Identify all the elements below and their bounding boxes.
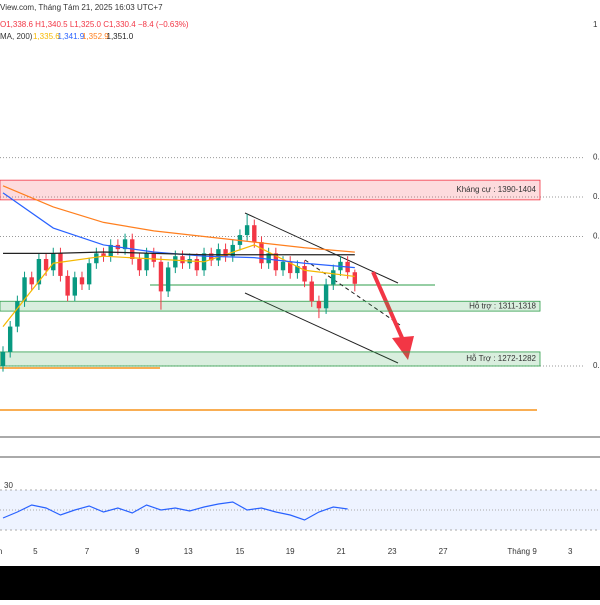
candle-body bbox=[173, 256, 178, 268]
candle-body bbox=[158, 261, 164, 292]
zone bbox=[0, 351, 541, 367]
candle-body bbox=[79, 277, 85, 285]
zone-label: Hỗ trợ : 1311-1318 bbox=[469, 301, 536, 310]
candle-body bbox=[15, 301, 20, 327]
candle-body bbox=[94, 253, 99, 264]
candle-body bbox=[252, 225, 257, 243]
zone-label: Hỗ Trợ : 1272-1282 bbox=[466, 354, 536, 363]
candle-body bbox=[108, 244, 113, 257]
candle-body bbox=[273, 253, 279, 271]
candle-body bbox=[7, 326, 13, 352]
candle-body bbox=[122, 239, 128, 250]
zone bbox=[0, 300, 541, 312]
candle-body bbox=[259, 242, 264, 264]
candle-body bbox=[29, 277, 34, 285]
x-tick-label: 9 bbox=[135, 547, 140, 556]
candle-body bbox=[288, 261, 293, 274]
ma-line bbox=[2, 185, 355, 253]
candle-body bbox=[302, 266, 307, 282]
ma-legend: MA, 200) bbox=[0, 32, 33, 41]
candle-body bbox=[331, 270, 336, 285]
arrow bbox=[371, 271, 405, 341]
candle-body bbox=[0, 351, 6, 367]
channel-line bbox=[244, 292, 399, 364]
candle-body bbox=[43, 259, 49, 271]
zone bbox=[0, 179, 541, 201]
corner-label: 1 bbox=[593, 20, 598, 29]
candle-body bbox=[244, 225, 250, 236]
x-tick-label: 3 bbox=[568, 547, 573, 556]
candle-body bbox=[194, 259, 200, 271]
candle-body bbox=[323, 284, 329, 309]
x-tick-label: 5 bbox=[33, 547, 38, 556]
x-tick-label: 15 bbox=[235, 547, 244, 556]
candle-body bbox=[58, 253, 63, 276]
candle-body bbox=[72, 277, 77, 296]
candle-body bbox=[309, 281, 314, 302]
candle-body bbox=[151, 253, 156, 262]
rsi-line bbox=[2, 501, 348, 521]
candle-body bbox=[266, 253, 271, 264]
zone-label: Kháng cự : 1390-1404 bbox=[456, 185, 536, 194]
ma-legend-value: 1,352.9 bbox=[82, 32, 109, 41]
candle-body bbox=[316, 301, 322, 309]
rsi-label: 30 bbox=[4, 481, 13, 490]
candle-body bbox=[280, 261, 286, 271]
candle-body bbox=[65, 275, 70, 296]
candle-body bbox=[223, 249, 228, 257]
x-tick-label: 23 bbox=[388, 547, 397, 556]
candle-body bbox=[51, 253, 56, 271]
ma-line bbox=[2, 244, 355, 327]
x-tick-label: 13 bbox=[184, 547, 193, 556]
candle-body bbox=[165, 267, 171, 292]
header: View.com, Tháng Tám 21, 2025 16:03 UTC+7 bbox=[0, 3, 163, 12]
candle-body bbox=[101, 253, 106, 257]
y-tick-label: 0. bbox=[593, 192, 600, 201]
x-tick-label: 19 bbox=[286, 547, 295, 556]
candle-body bbox=[144, 253, 149, 271]
ma-legend-value: 1,335.6 bbox=[33, 32, 60, 41]
candle-body bbox=[86, 263, 92, 285]
x-tick-label: n bbox=[0, 547, 2, 556]
ma-legend-value: 1,341.9 bbox=[58, 32, 85, 41]
x-tick-label: 21 bbox=[337, 547, 346, 556]
x-tick-label: Tháng 9 bbox=[507, 547, 537, 556]
candle-body bbox=[137, 259, 142, 271]
bottom-bar bbox=[0, 566, 600, 600]
ma-legend-value: 1,351.0 bbox=[107, 32, 134, 41]
y-tick-label: 0. bbox=[593, 153, 600, 162]
x-tick-label: 27 bbox=[439, 547, 448, 556]
candle-body bbox=[295, 266, 300, 274]
x-tick-label: 7 bbox=[85, 547, 90, 556]
y-tick-label: 0. bbox=[593, 232, 600, 241]
candle-body bbox=[22, 277, 27, 302]
candle-body bbox=[230, 244, 235, 257]
candle-body bbox=[352, 272, 358, 284]
arrow-head bbox=[392, 336, 414, 360]
candle-body bbox=[180, 256, 185, 264]
channel-line bbox=[244, 212, 399, 284]
y-tick-label: 0. bbox=[593, 361, 600, 370]
ma-line bbox=[3, 251, 355, 256]
projection-line bbox=[304, 259, 401, 326]
ohlc: O1,338.6 H1,340.5 L1,325.0 C1,330.4 −8.4… bbox=[0, 20, 189, 29]
candle-body bbox=[36, 259, 42, 285]
